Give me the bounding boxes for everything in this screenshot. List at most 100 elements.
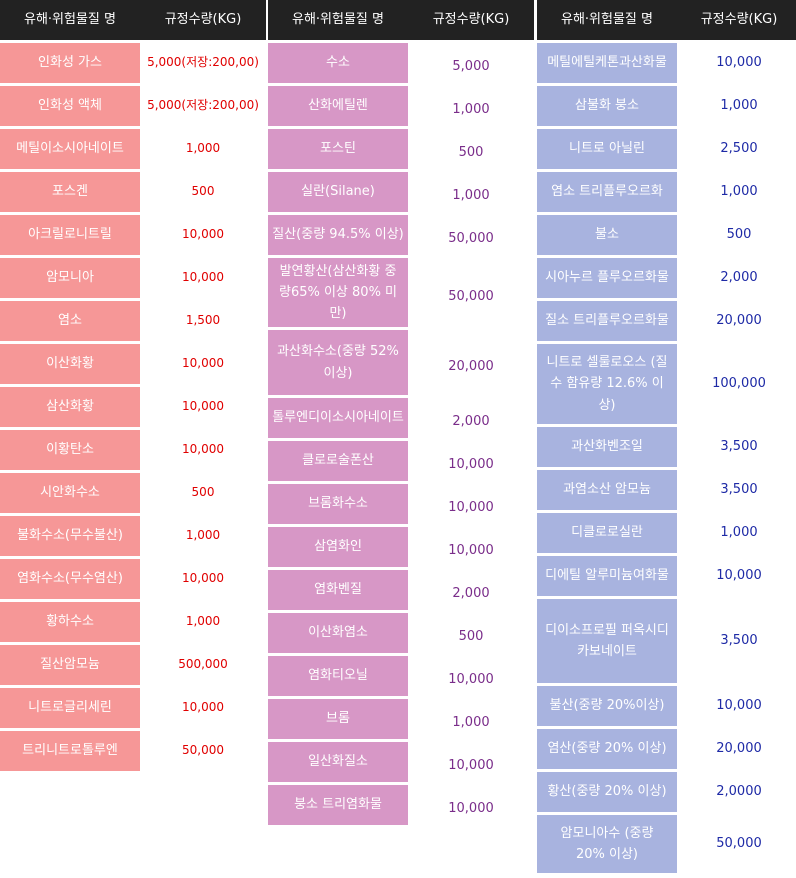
threshold-quantity-cell: 500 [191, 184, 215, 199]
threshold-quantity-cell: 10,000 [716, 55, 762, 71]
threshold-quantity-cell: 50,000 [448, 231, 494, 247]
substance-name-cell: 포스틴 [268, 129, 408, 169]
substance-name-cell: 디이소프로필 퍼옥시디카보네이트 [537, 599, 677, 683]
threshold-quantity-cell: 10,000 [448, 543, 494, 559]
threshold-quantity-cell: 10,000 [182, 270, 224, 285]
substance-name-cell: 수소 [268, 43, 408, 83]
substance-name-cell: 니트로 셀룰로오스 (질수 함유량 12.6% 이상) [537, 344, 677, 424]
substance-name-cell: 삼불화 붕소 [537, 86, 677, 126]
threshold-quantity-cell: 2,000 [452, 414, 490, 430]
threshold-quantity-cell: 500 [458, 145, 484, 161]
substance-name-cell: 인화성 액체 [0, 86, 140, 126]
threshold-quantity-cell: 10,000 [182, 356, 224, 371]
threshold-quantity-cell: 50,000 [716, 836, 762, 852]
threshold-quantity-cell: 10,000 [448, 500, 494, 516]
threshold-quantity-cell: 1,000 [452, 715, 490, 731]
substance-name-cell: 암모니아수 (중량 20% 이상) [537, 815, 677, 873]
threshold-quantity-cell: 1,000 [185, 141, 221, 156]
threshold-quantity-cell: 20,000 [448, 358, 494, 374]
threshold-quantity-cell: 10,000 [716, 568, 762, 584]
threshold-quantity-cell: 10,000 [182, 399, 224, 414]
column-header-quantity: 규정수량(KG) [677, 0, 796, 40]
threshold-quantity-cell: 5,000(저장:200,00) [147, 55, 259, 70]
threshold-quantity-cell: 10,000 [182, 227, 224, 242]
threshold-quantity-cell: 1,000 [185, 614, 221, 629]
threshold-quantity-cell: 50,000 [182, 743, 224, 758]
substance-name-cell: 이산화황 [0, 344, 140, 384]
substance-name-cell: 브롬화수소 [268, 484, 408, 524]
threshold-quantity-cell: 5,000(저장:200,00) [147, 98, 259, 113]
threshold-quantity-cell: 2,500 [720, 141, 758, 157]
substance-name-cell: 질산암모늄 [0, 645, 140, 685]
substance-name-cell: 포스겐 [0, 172, 140, 212]
threshold-quantity-cell: 1,500 [185, 313, 221, 328]
threshold-quantity-cell: 50,000 [448, 288, 494, 304]
threshold-quantity-cell: 20,000 [716, 741, 762, 757]
substance-name-cell: 과산화벤조일 [537, 427, 677, 467]
substance-name-cell: 염소 [0, 301, 140, 341]
threshold-quantity-cell: 5,000 [452, 59, 490, 75]
column-header-substance: 유해·위험물질 명 [537, 0, 677, 40]
substance-name-cell: 과산화수소(중량 52% 이상) [268, 330, 408, 395]
threshold-quantity-cell: 10,000 [448, 801, 494, 817]
substance-name-cell: 메틸이소시아네이트 [0, 129, 140, 169]
substance-name-cell: 황산(중량 20% 이상) [537, 772, 677, 812]
substance-name-cell: 시안화수소 [0, 473, 140, 513]
substance-name-cell: 이황탄소 [0, 430, 140, 470]
substance-name-cell: 이산화염소 [268, 613, 408, 653]
substance-name-cell: 암모니아 [0, 258, 140, 298]
threshold-quantity-cell: 1,000 [185, 528, 221, 543]
substance-name-cell: 황하수소 [0, 602, 140, 642]
substance-name-cell: 삼산화황 [0, 387, 140, 427]
threshold-quantity-cell: 1,000 [720, 525, 758, 541]
substance-name-cell: 아크릴로니트릴 [0, 215, 140, 255]
substance-name-cell: 불산(중량 20%이상) [537, 686, 677, 726]
substance-name-cell: 붕소 트리염화물 [268, 785, 408, 825]
threshold-quantity-cell: 500 [458, 629, 484, 645]
threshold-quantity-cell: 500 [726, 227, 752, 243]
threshold-quantity-cell: 2,000 [720, 270, 758, 286]
substance-name-cell: 클로로술폰산 [268, 441, 408, 481]
substance-name-cell: 메틸에틸케톤과산화물 [537, 43, 677, 83]
substance-name-cell: 과염소산 암모늄 [537, 470, 677, 510]
substance-name-cell: 염화벤질 [268, 570, 408, 610]
column-header-quantity: 규정수량(KG) [140, 0, 266, 40]
substance-name-cell: 삼염화인 [268, 527, 408, 567]
threshold-quantity-cell: 3,500 [720, 482, 758, 498]
threshold-quantity-cell: 10,000 [182, 571, 224, 586]
column-header-quantity: 규정수량(KG) [408, 0, 534, 40]
threshold-quantity-cell: 500 [191, 485, 215, 500]
substance-name-cell: 염화티오닐 [268, 656, 408, 696]
threshold-quantity-cell: 10,000 [448, 457, 494, 473]
substance-name-cell: 불소 [537, 215, 677, 255]
threshold-quantity-cell: 3,500 [720, 633, 758, 649]
threshold-quantity-cell: 2,0000 [716, 784, 762, 800]
threshold-quantity-cell: 2,000 [452, 586, 490, 602]
substance-name-cell: 시아누르 플루오르화물 [537, 258, 677, 298]
threshold-quantity-cell: 10,000 [716, 698, 762, 714]
substance-name-cell: 발연황산(삼산화황 중량65% 이상 80% 미만) [268, 258, 408, 327]
substance-name-cell: 니트로 아닐린 [537, 129, 677, 169]
threshold-quantity-cell: 100,000 [712, 376, 766, 392]
threshold-quantity-cell: 10,000 [448, 758, 494, 774]
substance-name-cell: 일산화질소 [268, 742, 408, 782]
substance-name-cell: 디에틸 알루미늄여화물 [537, 556, 677, 596]
threshold-quantity-cell: 10,000 [448, 672, 494, 688]
column-header-substance: 유해·위험물질 명 [0, 0, 140, 40]
substance-name-cell: 질산(중량 94.5% 이상) [268, 215, 408, 255]
threshold-quantity-cell: 3,500 [720, 439, 758, 455]
substance-name-cell: 염소 트리플루오르화 [537, 172, 677, 212]
threshold-quantity-cell: 1,000 [452, 188, 490, 204]
substance-name-cell: 실란(Silane) [268, 172, 408, 212]
substance-name-cell: 디클로로실란 [537, 513, 677, 553]
threshold-quantity-cell: 10,000 [182, 442, 224, 457]
substance-name-cell: 톨루엔디이소시아네이트 [268, 398, 408, 438]
substance-name-cell: 염화수소(무수염산) [0, 559, 140, 599]
substance-name-cell: 인화성 가스 [0, 43, 140, 83]
threshold-quantity-cell: 1,000 [720, 98, 758, 114]
substance-name-cell: 브롬 [268, 699, 408, 739]
threshold-quantity-cell: 1,000 [452, 102, 490, 118]
column-header-substance: 유해·위험물질 명 [268, 0, 408, 40]
threshold-quantity-cell: 1,000 [720, 184, 758, 200]
substance-name-cell: 니트로글리세린 [0, 688, 140, 728]
